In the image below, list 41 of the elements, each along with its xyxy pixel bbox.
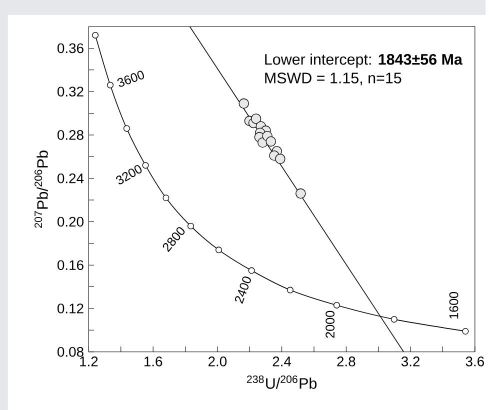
x-tick-label: 3.6 xyxy=(466,356,484,366)
x-axis-title: $^{238}$U/$^{206}$Pb xyxy=(246,375,317,389)
point xyxy=(238,98,249,109)
y-tick-label: 0.12 xyxy=(58,304,84,314)
point xyxy=(296,188,306,199)
y-tick-label: 0.16 xyxy=(58,260,84,270)
point xyxy=(250,114,262,124)
point xyxy=(462,328,469,334)
point xyxy=(123,125,130,132)
y-tick-label: 0.36 xyxy=(58,43,84,54)
y-tick-label: 0.28 xyxy=(58,130,84,140)
y-tick-label: 0.32 xyxy=(58,86,84,96)
annotation: 3200 xyxy=(116,165,142,184)
y-tick-label: 0.24 xyxy=(58,173,84,184)
y-tick-label: 0.20 xyxy=(58,216,84,227)
annotation: 1600 xyxy=(449,292,458,318)
annotation: 3600 xyxy=(117,70,144,87)
point xyxy=(187,222,194,230)
annotation: MSWD = 1.15, n=15 xyxy=(265,72,402,86)
point xyxy=(266,136,276,147)
point xyxy=(162,194,170,202)
point xyxy=(248,267,255,274)
y-tick-label: 0.08 xyxy=(58,346,84,357)
point xyxy=(333,302,340,308)
point xyxy=(286,286,294,294)
point xyxy=(107,82,114,88)
x-tick-label: 1.2 xyxy=(80,356,98,366)
point xyxy=(215,246,222,254)
annotation: 2400 xyxy=(234,276,251,304)
x-tick-label: 2.8 xyxy=(337,356,356,366)
x-tick-label: 2.4 xyxy=(272,356,292,366)
annotation: 2000 xyxy=(326,310,335,338)
x-tick-label: 3.2 xyxy=(401,356,420,366)
point xyxy=(275,154,286,164)
point xyxy=(92,32,99,38)
x-tick-label: 2.0 xyxy=(208,356,227,366)
point xyxy=(390,316,398,323)
point xyxy=(142,162,149,169)
x-tick-label: 1.6 xyxy=(144,356,162,366)
y-axis-title: $^{207}$Pb/$^{206}$Pb xyxy=(34,150,48,228)
annotation: Lower intercept: 1843±56 Ma xyxy=(265,54,463,68)
